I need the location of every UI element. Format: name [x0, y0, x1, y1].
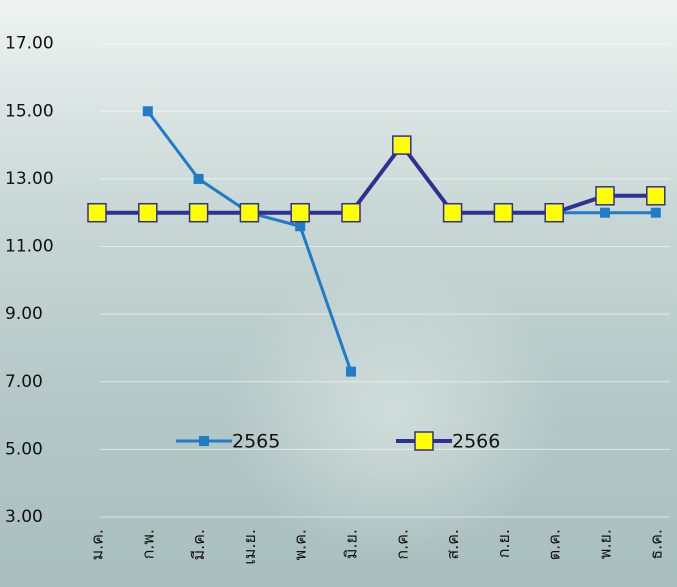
marker — [239, 202, 260, 223]
legend-marker — [414, 431, 434, 451]
y-tick-label: 11.00 — [5, 237, 54, 257]
x-tick-label: ธ.ค. — [646, 529, 665, 560]
marker — [595, 186, 615, 206]
x-tick-label: ส.ค. — [443, 529, 462, 560]
x-tick-label: พ.ย. — [596, 529, 615, 559]
legend-label: 2565 — [232, 431, 280, 453]
x-tick-label: พ.ค. — [291, 529, 310, 560]
x-tick-label: ก.พ. — [138, 529, 157, 559]
y-tick-label: 5.00 — [5, 439, 43, 459]
x-tick-label: มิ.ย. — [342, 529, 361, 559]
y-tick-label: 3.00 — [5, 507, 43, 527]
marker — [392, 135, 412, 155]
legend-marker — [199, 436, 209, 446]
marker — [600, 207, 610, 218]
marker — [290, 202, 310, 223]
x-tick-label: ก.ย. — [494, 529, 513, 558]
marker — [442, 202, 463, 223]
x-tick-label: ต.ค. — [545, 529, 564, 560]
y-tick-label: 7.00 — [5, 372, 43, 392]
y-tick-label: 17.00 — [5, 34, 54, 54]
marker — [544, 202, 564, 223]
marker — [493, 202, 514, 223]
y-tick-label: 15.00 — [5, 101, 54, 121]
y-tick-label: 9.00 — [5, 304, 43, 324]
x-tick-label: มี.ค. — [189, 529, 208, 560]
legend-label: 2566 — [452, 431, 500, 453]
y-tick-label: 13.00 — [5, 169, 54, 189]
marker — [142, 106, 153, 117]
marker — [646, 186, 666, 206]
marker — [188, 202, 209, 223]
marker — [650, 207, 661, 218]
marker — [138, 202, 158, 223]
marker — [87, 202, 107, 223]
marker — [295, 221, 306, 232]
x-tick-label: ม.ค. — [88, 529, 107, 560]
marker — [346, 366, 356, 377]
marker — [193, 173, 204, 184]
x-tick-label: เม.ย. — [240, 529, 259, 565]
x-tick-label: ก.ค. — [392, 529, 411, 560]
marker — [341, 202, 361, 223]
